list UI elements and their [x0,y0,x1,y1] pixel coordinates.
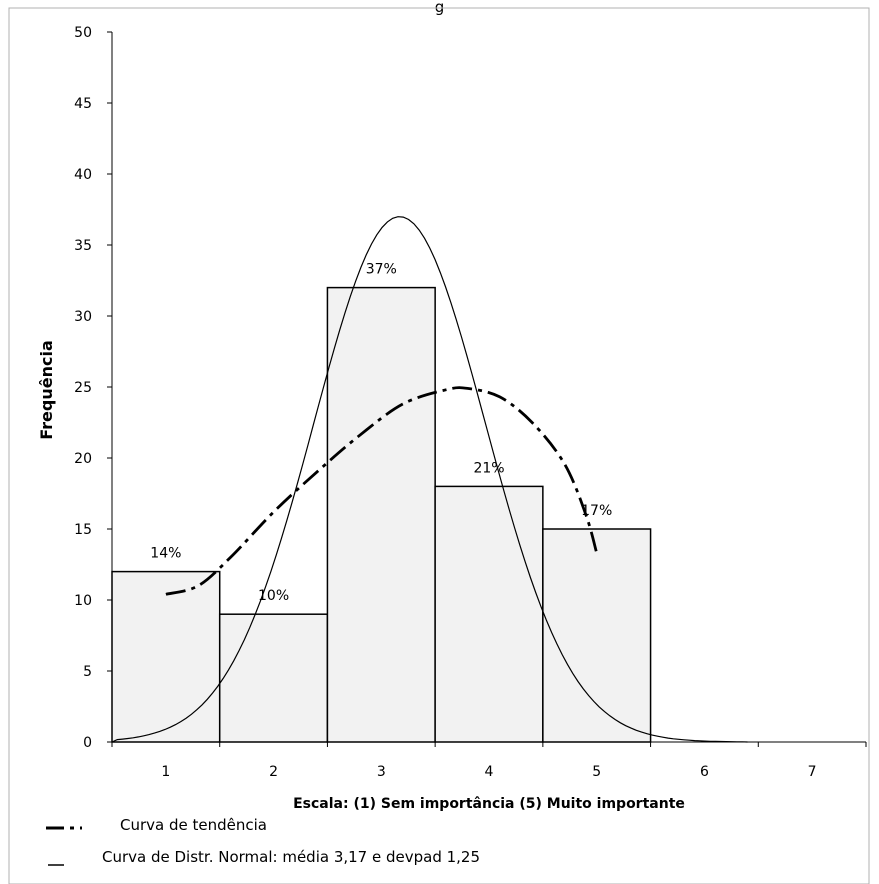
y-tick-label-45: 45 [74,96,92,112]
curves-layer [111,216,748,743]
legend-item-trend: Curva de tendência [0,816,879,840]
y-tick-label-0: 0 [83,735,92,751]
x-tick-label-2: 2 [269,764,278,780]
legend-label-normal: Curva de Distr. Normal: média 3,17 e dev… [102,848,481,866]
y-tick-label-20: 20 [74,451,92,467]
bar-5 [542,528,652,743]
x-tick-label-1: 1 [161,764,170,780]
y-tick-label-25: 25 [74,380,92,396]
trend-curve [165,386,599,596]
y-axis-label: Frequência [37,340,56,440]
bar-1 [111,570,221,743]
legend-swatch-solid [48,864,64,866]
data-label-2: 10% [258,588,289,604]
data-label-5: 17% [581,503,612,519]
bar-3 [326,286,436,743]
legend-label-trend: Curva de tendência [120,816,267,834]
legend-swatch-dashdot [46,826,82,830]
x-axis-label: Escala: (1) Sem importância (5) Muito im… [293,796,685,812]
y-tick-label-10: 10 [74,593,92,609]
bar-4 [434,485,544,743]
x-tick-label-4: 4 [485,764,494,780]
x-tick-label-6: 6 [700,764,709,780]
y-tick-label-50: 50 [74,25,92,41]
chart-frame [8,7,870,884]
y-tick-label-30: 30 [74,309,92,325]
y-tick-label-5: 5 [83,664,92,680]
data-label-4: 21% [473,460,504,476]
y-tick-label-15: 15 [74,522,92,538]
y-tick-label-35: 35 [74,238,92,254]
x-tick-label-3: 3 [377,764,386,780]
y-tick-label-40: 40 [74,167,92,183]
data-label-3: 37% [366,262,397,278]
bars-layer: 14% 10% 37% 21% 17% [111,262,652,743]
normal-distribution-curve [111,216,748,743]
data-label-1: 14% [150,546,181,562]
x-tick-label-7: 7 [808,764,817,780]
x-tick-label-5: 5 [592,764,601,780]
chart-title-fragment: g [434,0,445,16]
legend-item-normal: Curva de Distr. Normal: média 3,17 e dev… [0,848,879,872]
bar-2 [218,613,329,743]
